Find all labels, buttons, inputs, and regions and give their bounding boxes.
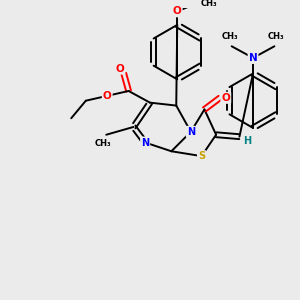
Text: CH₃: CH₃ — [268, 32, 285, 41]
Text: CH₃: CH₃ — [95, 139, 112, 148]
Text: O: O — [221, 93, 230, 103]
Text: S: S — [198, 151, 205, 161]
Text: O: O — [173, 6, 182, 16]
Text: CH₃: CH₃ — [201, 0, 217, 8]
Text: CH₃: CH₃ — [221, 32, 238, 41]
Text: N: N — [141, 137, 149, 148]
Text: H: H — [243, 136, 251, 146]
Text: O: O — [116, 64, 124, 74]
Text: N: N — [187, 127, 195, 137]
Text: N: N — [249, 53, 257, 63]
Text: O: O — [103, 91, 112, 101]
